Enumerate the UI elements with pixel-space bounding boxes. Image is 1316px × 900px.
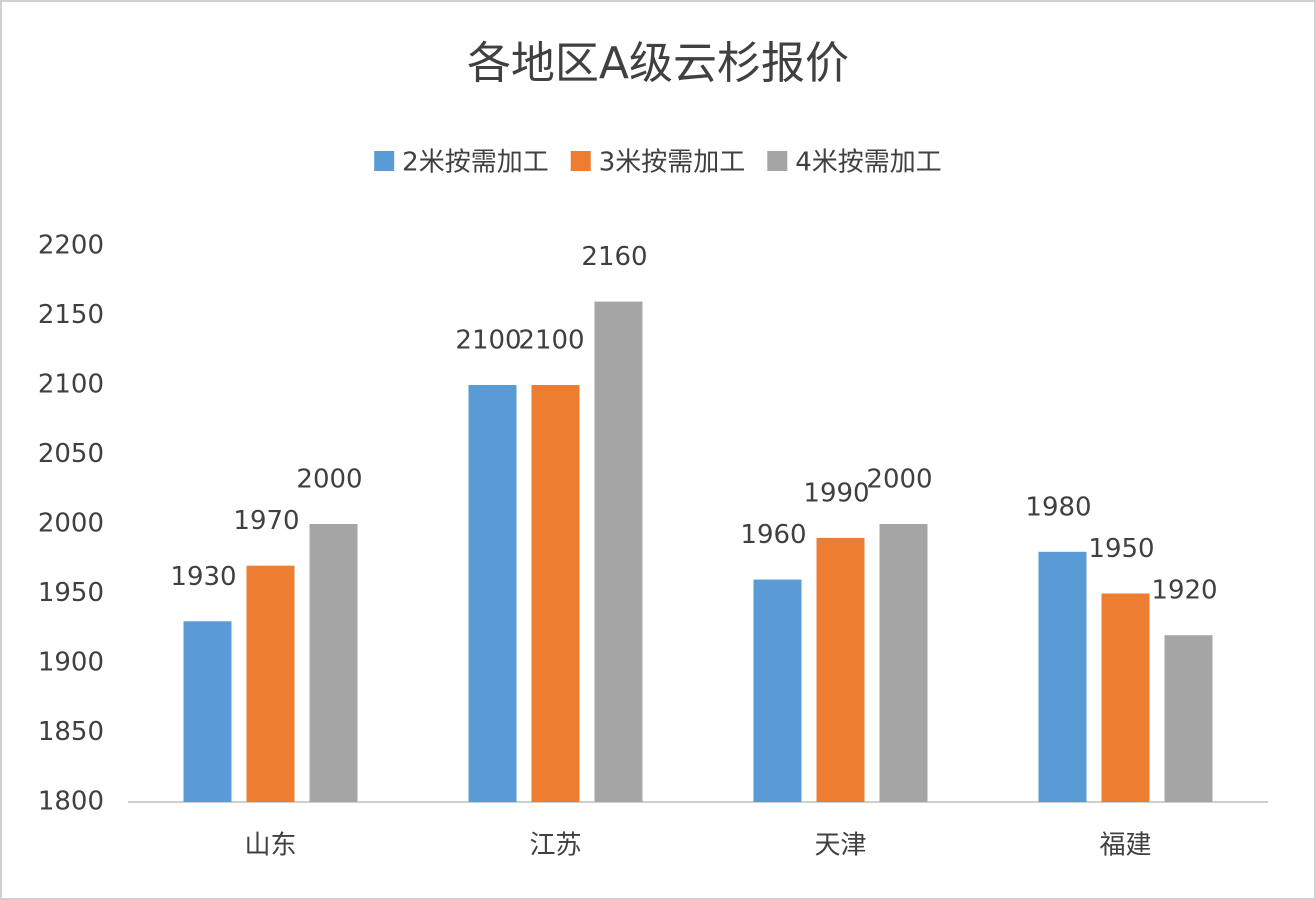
bar — [309, 524, 358, 802]
y-tick-label: 2200 — [38, 231, 104, 261]
data-label: 2100 — [518, 326, 584, 356]
legend-swatch — [570, 151, 591, 171]
y-tick-label: 2000 — [38, 509, 104, 539]
x-tick-label: 山东 — [244, 831, 296, 861]
data-label: 1930 — [170, 562, 236, 592]
y-tick-label: 1900 — [38, 648, 104, 678]
x-tick-label: 天津 — [814, 831, 866, 861]
legend-label: 4米按需加工 — [795, 148, 942, 178]
data-label: 1960 — [740, 520, 806, 550]
data-label: 1920 — [1151, 576, 1217, 606]
bar — [816, 537, 865, 802]
data-label: 2160 — [581, 242, 647, 272]
y-tick-label: 1950 — [38, 578, 104, 608]
bar — [1164, 635, 1213, 802]
bar — [183, 621, 232, 802]
y-tick-label: 1800 — [38, 787, 104, 817]
legend-swatch — [767, 151, 788, 171]
y-tick-label: 1850 — [38, 717, 104, 747]
data-label: 2000 — [866, 465, 932, 495]
bar — [753, 579, 802, 802]
x-tick-label: 福建 — [1099, 831, 1151, 861]
bar — [468, 385, 517, 802]
data-label: 1950 — [1088, 534, 1154, 564]
bar — [246, 565, 295, 802]
legend-swatch — [374, 151, 395, 171]
bar — [1101, 593, 1150, 802]
data-label: 1980 — [1025, 492, 1091, 522]
x-tick-label: 江苏 — [529, 831, 581, 861]
bar — [531, 385, 580, 802]
bar — [594, 301, 643, 802]
bar — [879, 524, 928, 802]
legend-label: 2米按需加工 — [402, 148, 549, 178]
data-label: 2000 — [296, 465, 362, 495]
legend-label: 3米按需加工 — [599, 148, 746, 178]
bar — [1038, 551, 1087, 802]
y-tick-label: 2050 — [38, 439, 104, 469]
data-label: 1970 — [233, 506, 299, 536]
y-tick-label: 2100 — [38, 370, 104, 400]
data-label: 1990 — [803, 478, 869, 508]
chart-title: 各地区A级云杉报价 — [467, 38, 849, 89]
y-tick-label: 2150 — [38, 300, 104, 330]
data-label: 2100 — [455, 326, 521, 356]
